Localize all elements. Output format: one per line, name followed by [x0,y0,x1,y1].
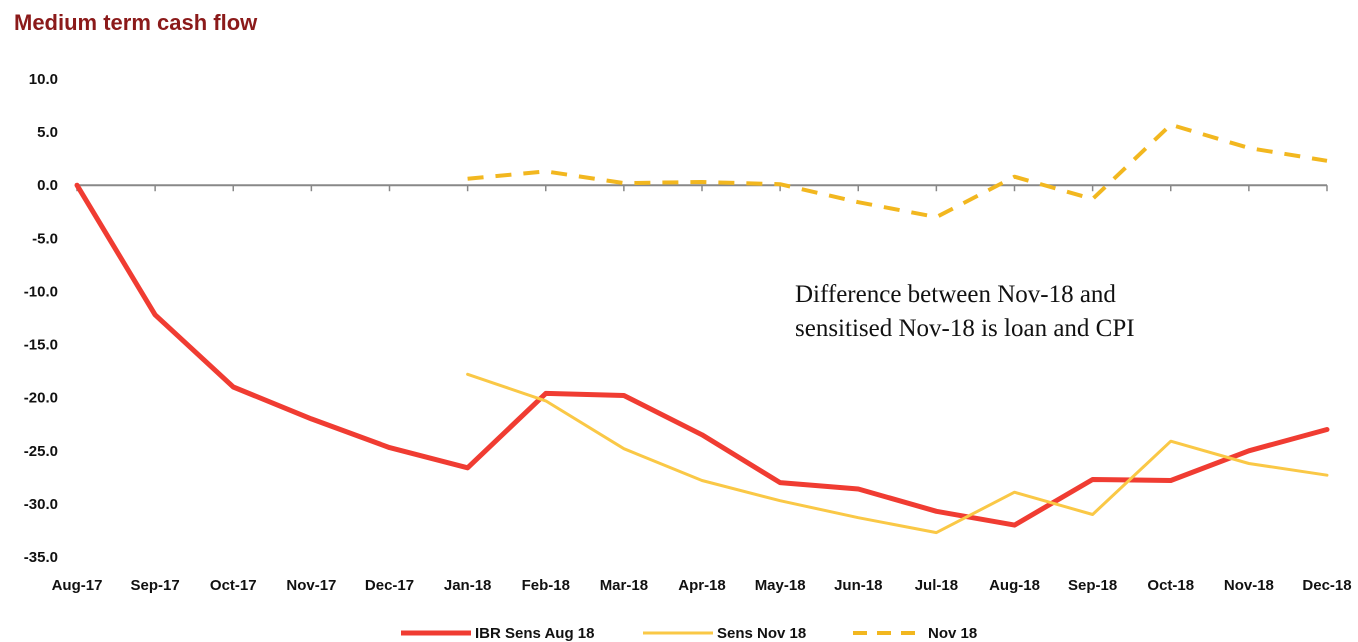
x-tick-label: Dec-17 [365,577,414,594]
x-tick-label: Sep-17 [131,577,180,594]
x-tick-label: Feb-18 [522,577,570,594]
x-axis-ticks: Aug-17 Sep-17 Oct-17 Nov-17 Dec-17 Jan-18 Feb-… [52,185,1352,594]
x-tick-label: Aug-18 [989,577,1040,594]
x-tick-label: Jun-18 [834,577,882,594]
x-tick-label: Sep-18 [1068,577,1117,594]
y-tick-label: 10.0 [29,71,58,88]
x-tick-label: Aug-17 [52,577,103,594]
series-line-3 [467,122,1328,220]
x-tick-label: May-18 [755,577,806,594]
y-tick-label: 0.0 [37,177,58,194]
legend-label-3: Nov 18 [928,625,977,642]
legend: IBR Sens Aug 18 Sens Nov 18 Nov 18 [401,625,977,642]
y-tick-label: -15.0 [24,337,58,354]
y-tick-label: -10.0 [24,283,58,300]
chart-annotation: Difference between Nov-18 and sensitised… [795,281,1135,342]
x-tick-label: Oct-18 [1147,577,1194,594]
x-tick-label: Mar-18 [600,577,648,594]
x-tick-label: Nov-18 [1224,577,1274,594]
y-tick-label: 5.0 [37,124,58,141]
annotation-line-1: Difference between Nov-18 and [795,281,1116,308]
x-tick-label: Oct-17 [210,577,257,594]
x-tick-label: Jul-18 [915,577,958,594]
y-tick-label: -25.0 [24,443,58,460]
x-tick-label: Jan-18 [444,577,492,594]
y-tick-label: -35.0 [24,549,58,566]
x-tick-label: Dec-18 [1302,577,1351,594]
series-lines [74,122,1330,535]
x-tick-label: Nov-17 [286,577,336,594]
chart-title: Medium term cash flow [14,10,258,35]
series-line-1 [74,182,1330,528]
x-tick-label: Apr-18 [678,577,726,594]
series-line-2 [466,372,1329,535]
legend-label-2: Sens Nov 18 [717,625,806,642]
legend-label-1: IBR Sens Aug 18 [475,625,594,642]
y-tick-label: -20.0 [24,390,58,407]
annotation-line-2: sensitised Nov-18 is loan and CPI [795,315,1135,342]
y-axis-ticks: 10.0 5.0 0.0 -5.0 -10.0 -15.0 -20.0 -25.0 -30.0 -… [24,71,58,566]
y-tick-label: -5.0 [32,230,58,247]
y-tick-label: -30.0 [24,496,58,513]
